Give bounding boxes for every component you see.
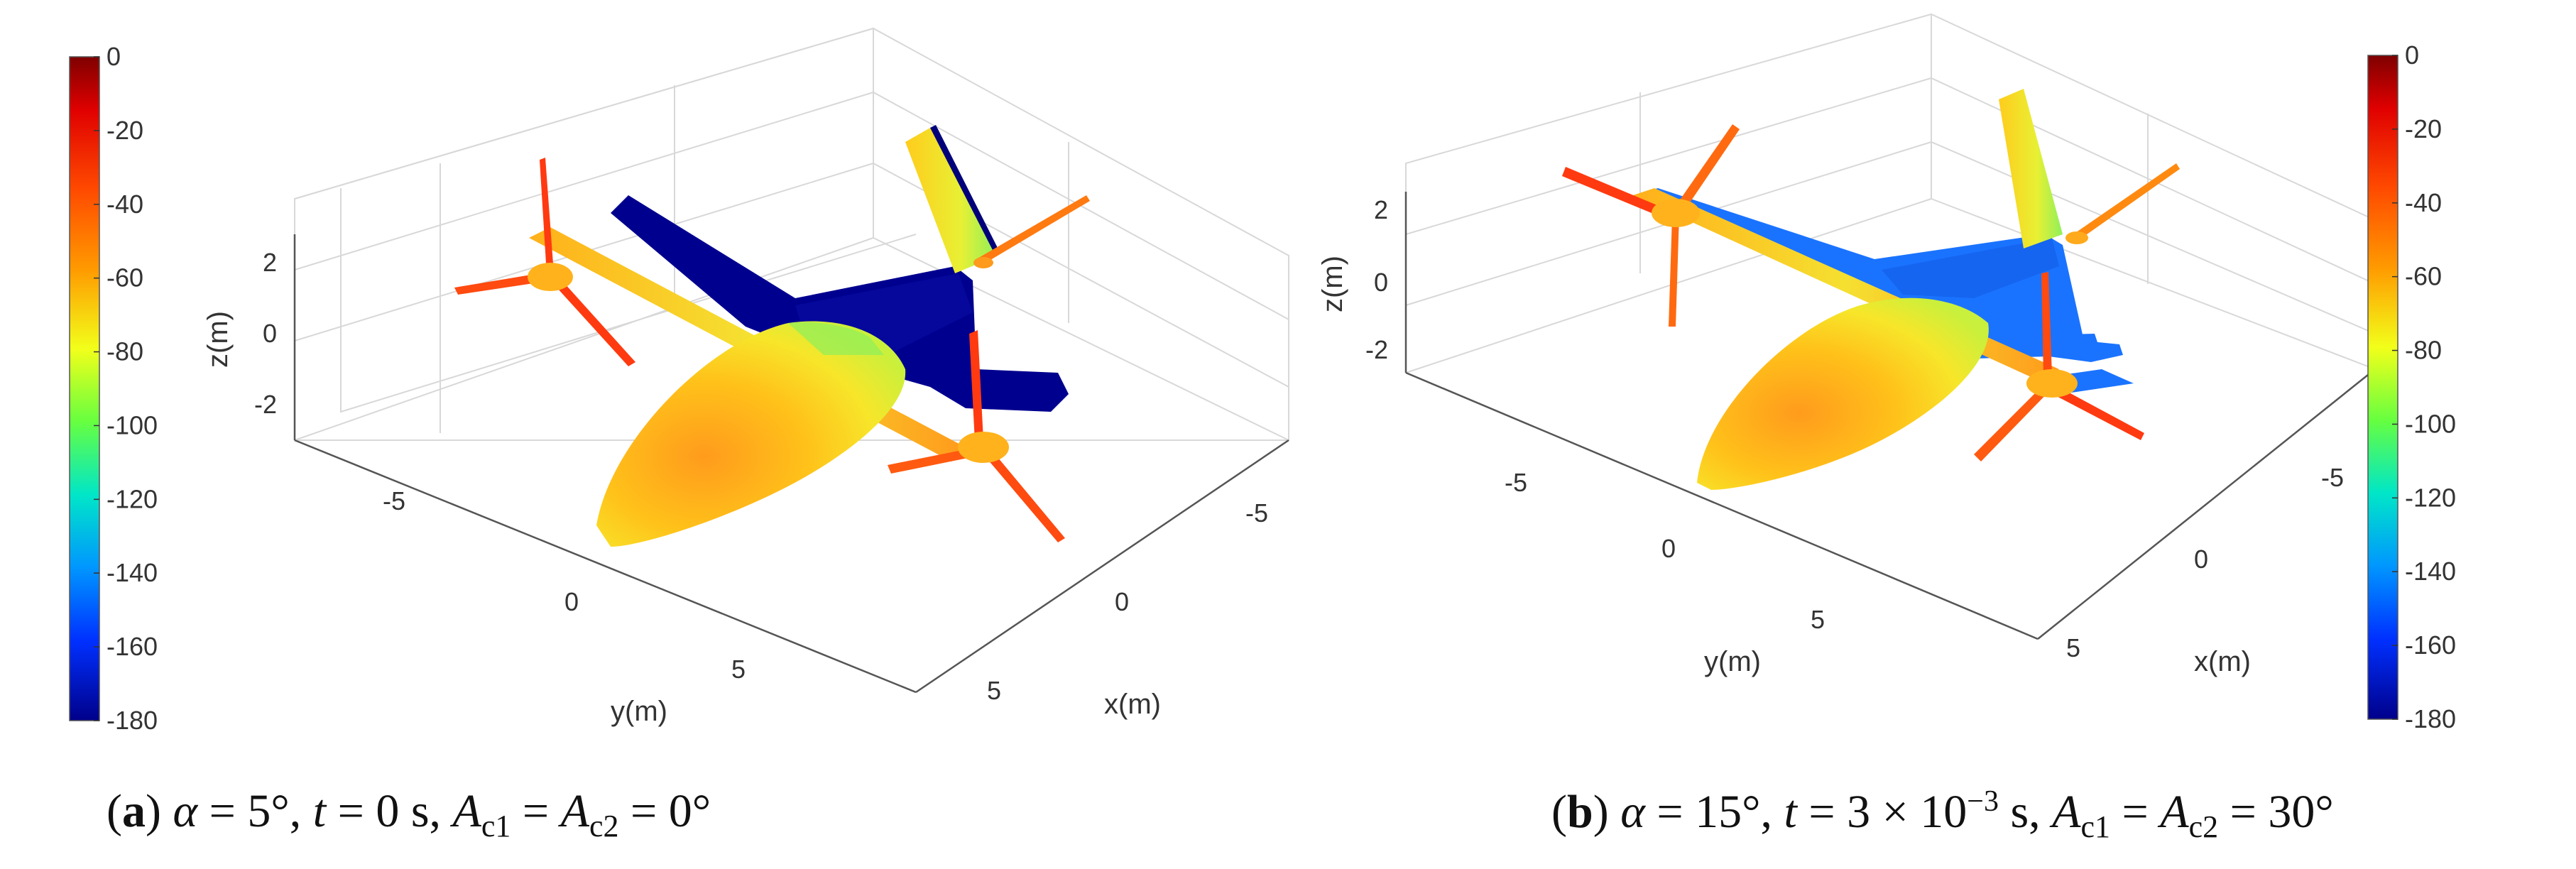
caption-b-alpha: 15°: [1695, 786, 1761, 838]
colorbar-tick-label: -60: [107, 263, 143, 293]
x-tick-b-2: 5: [2066, 633, 2080, 662]
propeller-right-b: [1974, 272, 2144, 461]
colorbar-tick-label: -80: [2405, 336, 2442, 365]
colorbar-tick-label: -160: [2405, 630, 2456, 660]
colorbar-b: 0 -20 -40 -60 -80 -100 -120 -140 -160 -180: [2367, 40, 2456, 733]
colorbar-tick-label: -140: [107, 558, 158, 587]
tail-boom-b: [1633, 188, 2123, 362]
caption-a-alpha: 5°: [247, 785, 290, 837]
axis-lines-a: [293, 234, 1289, 694]
aircraft-b: [1562, 89, 2180, 490]
panel-a: 2 0 -2 z(m) -5 0 5 y(m) -5 0 5 x(m) 0 -20…: [69, 27, 1289, 735]
vertical-fin-b: [1999, 89, 2063, 248]
aircraft-a: [454, 125, 1090, 547]
colorbar-tick-label: -100: [2405, 409, 2456, 438]
propeller-tail-b: [2065, 163, 2180, 244]
fuselage-b: [1697, 297, 1989, 490]
x-tick-a-2: 5: [987, 676, 1001, 705]
x-tick-a-1: 0: [1115, 587, 1129, 616]
x-tick-b-0: -5: [2321, 463, 2344, 492]
caption-b-time-exp: −3: [1967, 785, 1999, 818]
propeller-left-a: [454, 158, 635, 366]
colorbar-b-ticks: 0 -20 -40 -60 -80 -100 -120 -140 -160 -180: [2392, 40, 2456, 733]
colorbar-tick-label: -180: [107, 706, 158, 735]
z-axis-label-b: z(m): [1317, 256, 1348, 312]
panel-b: 2 0 -2 z(m) -5 0 5 y(m) -5 0 5 x(m) 0 -20…: [1317, 13, 2456, 733]
axes-box-a: [294, 27, 1289, 441]
propeller-left-b: [1562, 124, 1740, 327]
y-tick-a-1: 0: [564, 587, 579, 616]
axis-lines-b: [1404, 192, 2376, 640]
y-axis-label-a: y(m): [611, 696, 667, 727]
propeller-right-a: [888, 330, 1065, 542]
colorbar-tick-label: -160: [107, 632, 158, 661]
colorbar-tick-label: 0: [107, 42, 121, 71]
fuselage-a: [596, 321, 906, 547]
x-tick-a-0: -5: [1245, 498, 1268, 528]
z-tick-b-0: 2: [1374, 195, 1388, 224]
x-tick-b-1: 0: [2194, 545, 2208, 574]
colorbar-tick-label: -20: [2405, 114, 2442, 143]
caption-b-time-mantissa: 3: [1847, 786, 1871, 838]
colorbar-tick-label: -140: [2405, 557, 2456, 586]
y-tick-b-0: -5: [1505, 468, 1527, 497]
x-axis-label-a: x(m): [1104, 689, 1161, 720]
z-tick-b-2: -2: [1365, 335, 1388, 364]
caption-b-angle: 30°: [2268, 786, 2334, 838]
caption-a-time: 0 s: [376, 785, 430, 837]
y-tick-b-1: 0: [1661, 534, 1676, 563]
z-tick-a-0: 2: [263, 248, 277, 277]
y-tick-a-0: -5: [383, 486, 405, 515]
colorbar-tick-label: -40: [107, 190, 143, 219]
z-tick-b-1: 0: [1374, 268, 1388, 297]
colorbar-tick-label: -100: [107, 410, 158, 439]
colorbar-tick-label: -60: [2405, 262, 2442, 291]
y-tick-b-2: 5: [1811, 605, 1825, 634]
tail-root-b: [1882, 238, 2059, 298]
colorbar-tick-label: -120: [107, 484, 158, 513]
colorbar-tick-label: -180: [2405, 704, 2456, 733]
colorbar-tick-label: 0: [2405, 40, 2419, 70]
colorbar-tick-label: -20: [107, 116, 143, 145]
z-tick-a-1: 0: [263, 319, 277, 348]
colorbar-tick-label: -40: [2405, 188, 2442, 217]
z-tick-a-2: -2: [254, 390, 277, 419]
caption-b-letter: b: [1566, 786, 1593, 838]
colorbar-a-bar: [69, 56, 100, 721]
colorbar-b-bar: [2367, 55, 2398, 720]
caption-b: (b) α = 15°, t = 3 × 10−3 s, Ac1 = Ac2 =…: [1551, 785, 2334, 845]
z-axis-label-a: z(m): [202, 311, 234, 368]
colorbar-tick-label: -80: [107, 337, 143, 366]
y-tick-a-2: 5: [731, 655, 746, 684]
y-axis-label-b: y(m): [1704, 646, 1761, 677]
caption-a-angle: 0°: [668, 785, 711, 837]
colorbar-a-ticks: 0 -20 -40 -60 -80 -100 -120 -140 -160 -180: [94, 42, 158, 735]
propeller-tail-a: [973, 195, 1090, 268]
vertical-fin-a: [905, 128, 998, 273]
colorbar-tick-label: -120: [2405, 483, 2456, 512]
colorbar-a: 0 -20 -40 -60 -80 -100 -120 -140 -160 -180: [69, 42, 158, 735]
caption-b-time-unit: s: [2010, 786, 2029, 838]
caption-a: (a) α = 5°, t = 0 s, Ac1 = Ac2 = 0°: [107, 785, 711, 844]
caption-a-letter: a: [121, 785, 146, 837]
x-axis-label-b: x(m): [2194, 646, 2251, 677]
